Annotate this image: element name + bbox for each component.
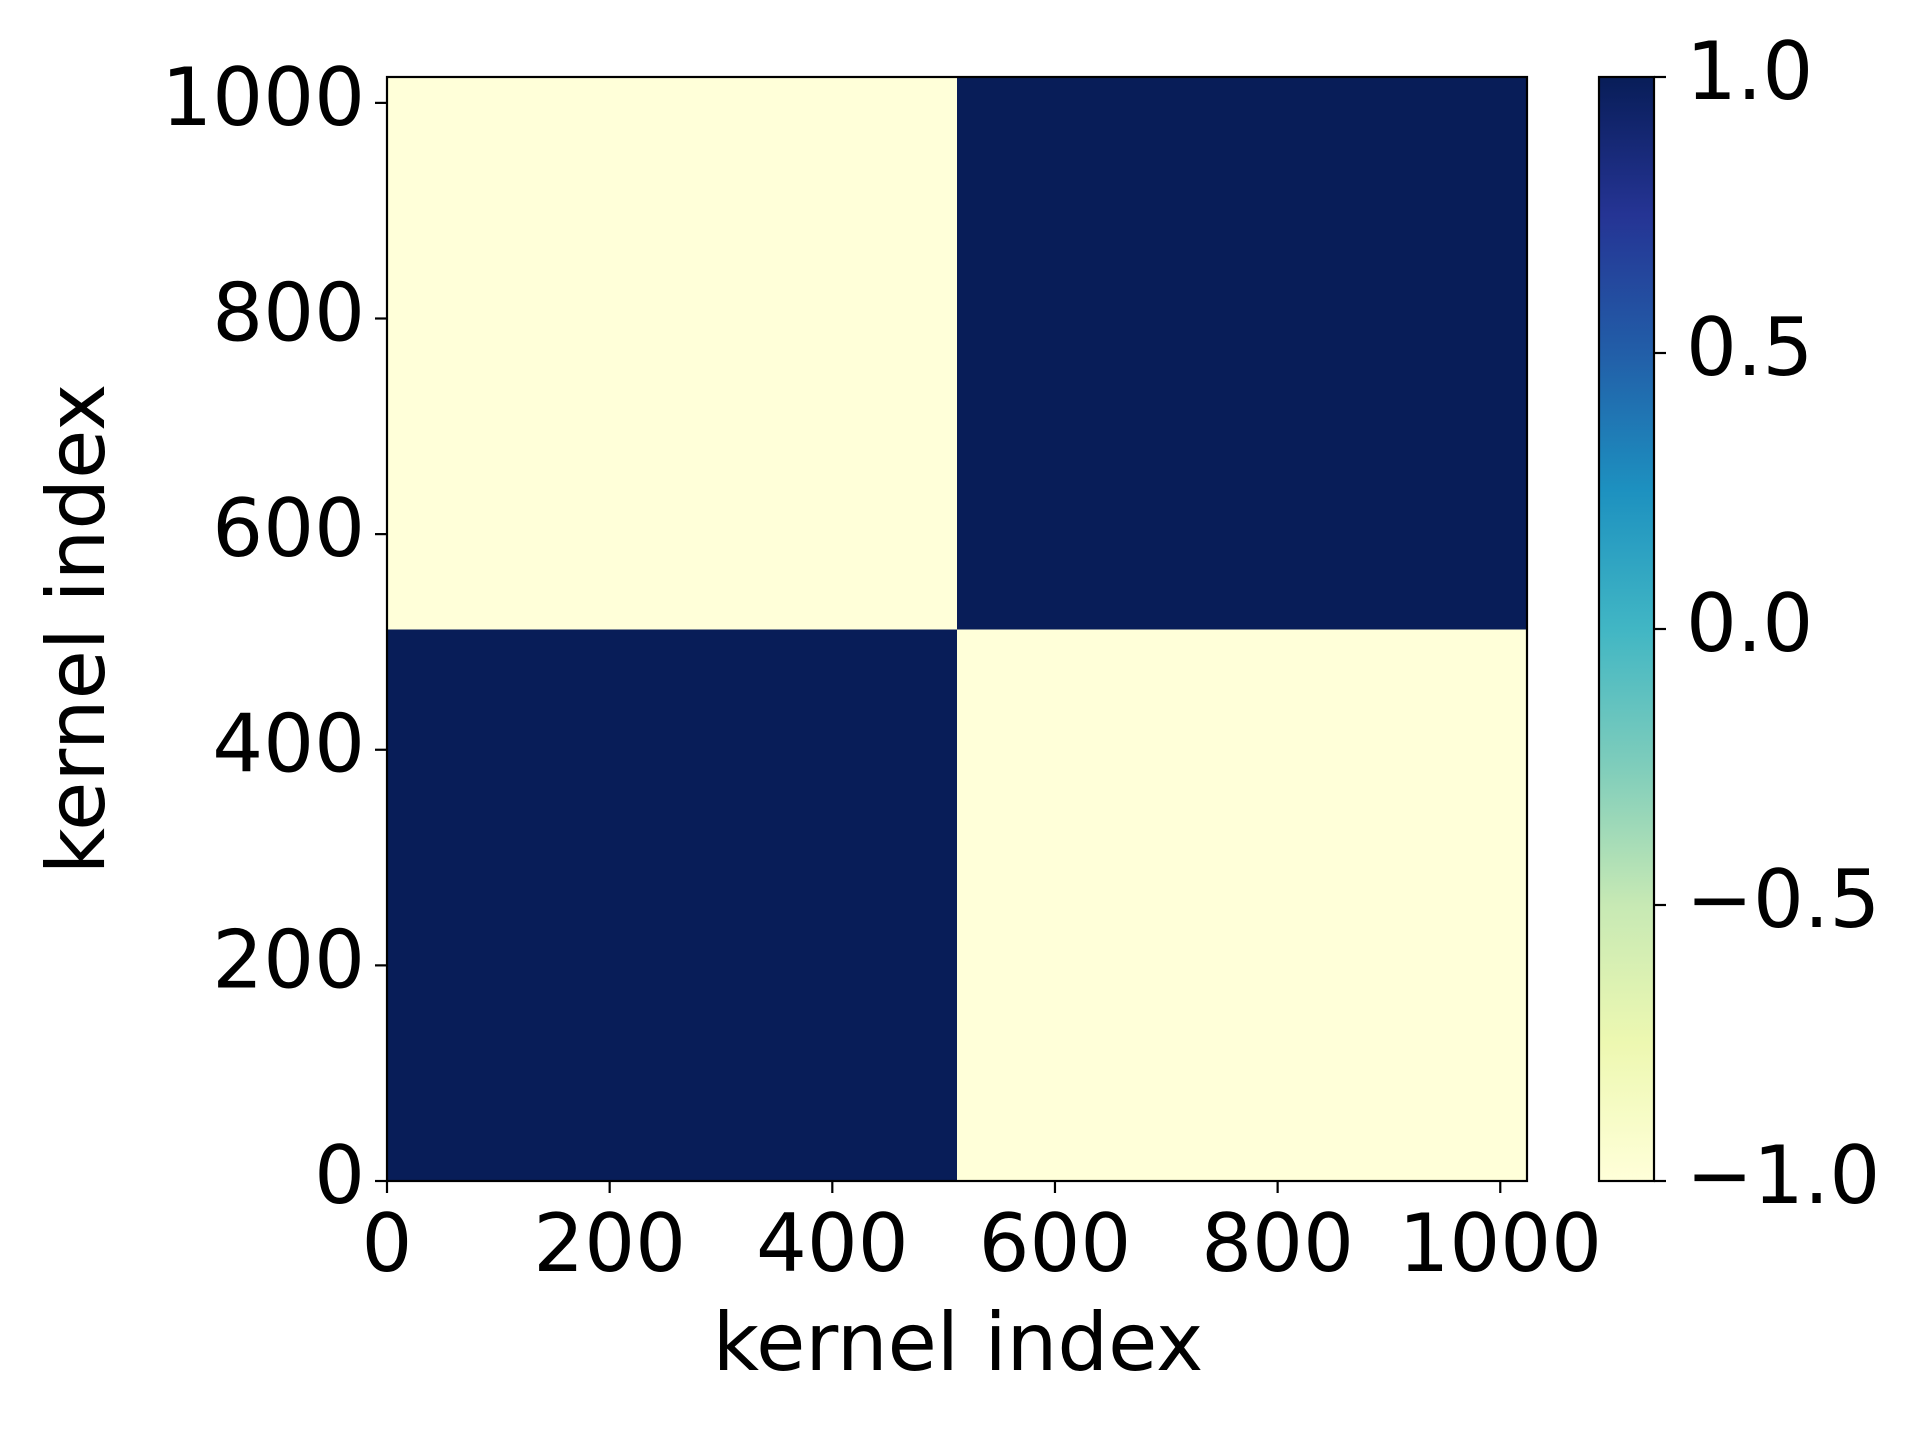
heatmap-cell	[387, 629, 958, 1182]
heatmap-cell	[957, 77, 1528, 630]
colorbar-tick-label: 0.5	[1686, 301, 1813, 394]
colorbar	[1597, 75, 1656, 1183]
colorbar-tick-label: −0.5	[1686, 853, 1880, 946]
heatmap-cell	[957, 629, 1528, 1182]
x-axis-label: kernel index	[713, 1296, 1204, 1389]
plot-frame	[385, 75, 1529, 1183]
y-tick-label: 200	[212, 913, 365, 1006]
y-tick-label: 800	[212, 266, 365, 359]
y-tick-label: 1000	[161, 51, 365, 144]
y-tick-label: 600	[212, 482, 365, 575]
y-tick-label: 400	[212, 698, 365, 791]
y-tick-label: 0	[314, 1129, 365, 1222]
x-tick-label: 1000	[1398, 1197, 1602, 1290]
colorbar-tick-label: −1.0	[1686, 1129, 1880, 1222]
x-tick-label: 800	[1201, 1197, 1354, 1290]
x-tick-label: 200	[533, 1197, 686, 1290]
heatmap-cell	[387, 77, 958, 630]
colorbar-tick-label: 0.0	[1686, 577, 1813, 670]
y-axis-label: kernel index	[30, 384, 123, 875]
x-tick-label: 400	[756, 1197, 909, 1290]
x-tick-label: 600	[979, 1197, 1132, 1290]
x-tick-label: 0	[362, 1197, 413, 1290]
colorbar-tick-label: 1.0	[1686, 25, 1813, 118]
